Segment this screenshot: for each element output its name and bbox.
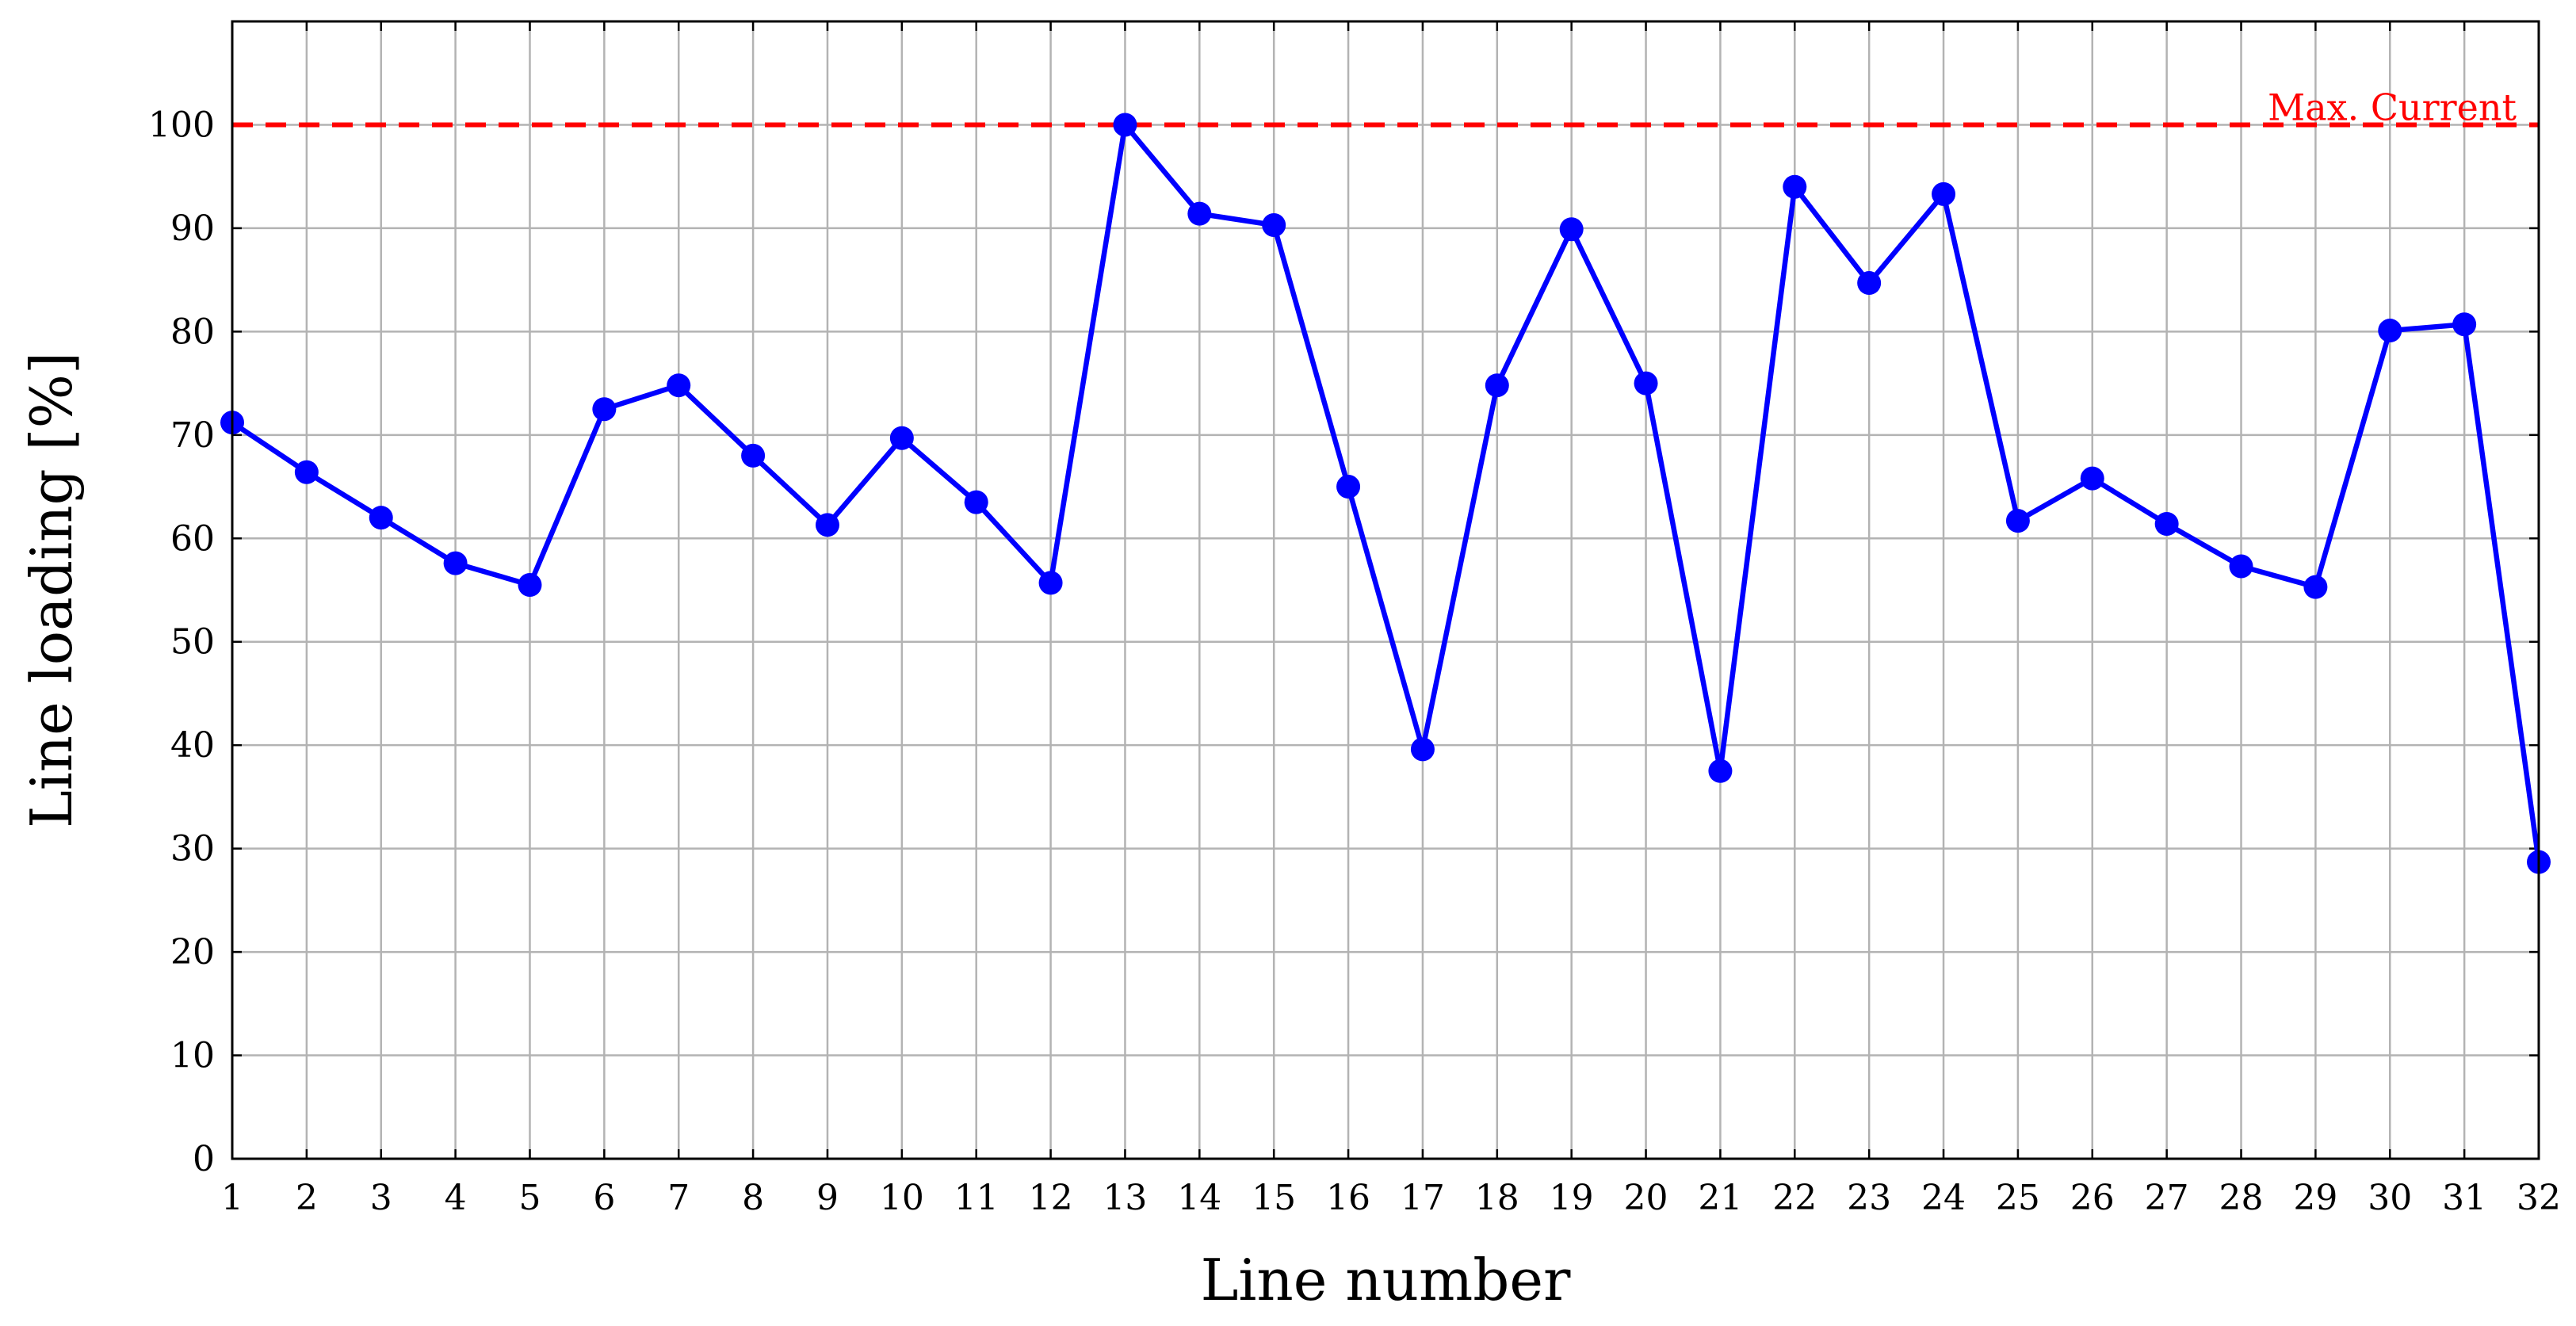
x-tick-label: 18: [1475, 1178, 1519, 1218]
x-tick-label: 14: [1177, 1178, 1221, 1218]
x-tick-label: 15: [1252, 1178, 1296, 1218]
x-tick-label: 28: [2219, 1178, 2264, 1218]
data-point: [1559, 217, 1584, 242]
x-tick-label: 31: [2442, 1178, 2486, 1218]
data-point: [2080, 466, 2104, 491]
y-tick-label: 60: [170, 518, 215, 559]
data-point: [964, 490, 988, 514]
grid-lines: [231, 21, 2540, 1160]
x-tick-label: 19: [1550, 1178, 1594, 1218]
data-point: [1783, 174, 1807, 199]
x-tick-label: 11: [954, 1178, 999, 1218]
data-point: [2154, 512, 2179, 537]
x-tick-label: 13: [1103, 1178, 1147, 1218]
data-point: [443, 551, 468, 575]
y-tick-label: 30: [170, 829, 215, 869]
data-point: [889, 426, 914, 450]
data-point: [1634, 371, 1658, 396]
data-point: [294, 460, 319, 484]
x-tick-label: 25: [1996, 1178, 2040, 1218]
x-tick-label: 4: [445, 1178, 467, 1218]
x-tick-label: 23: [1847, 1178, 1891, 1218]
x-tick-label: 20: [1624, 1178, 1668, 1218]
y-tick-label: 20: [170, 932, 215, 973]
series-layer: [220, 113, 2551, 874]
x-tick-labels: 1 2 3 4 5 6 7 8 9 10 11 12 13 14 15 16 17 18 19 20 21 22 23 24 2…: [221, 1178, 2561, 1218]
x-tick-label: 22: [1772, 1178, 1817, 1218]
data-point: [2378, 319, 2402, 343]
data-point: [2303, 575, 2328, 599]
data-point: [1262, 212, 1286, 237]
data-point: [2452, 312, 2477, 337]
y-tick-label: 40: [170, 725, 215, 766]
max-current-label: Max. Current: [2268, 86, 2517, 128]
x-tick-label: 6: [593, 1178, 615, 1218]
x-tick-label: 12: [1029, 1178, 1073, 1218]
x-tick-label: 5: [518, 1178, 541, 1218]
x-tick-label: 7: [667, 1178, 690, 1218]
x-tick-label: 8: [742, 1178, 764, 1218]
x-tick-label: 27: [2145, 1178, 2189, 1218]
data-point: [369, 506, 393, 530]
data-point: [1485, 373, 1509, 398]
x-tick-label: 9: [816, 1178, 839, 1218]
x-tick-label: 10: [880, 1178, 924, 1218]
data-point: [1336, 475, 1361, 499]
y-tick-label: 100: [148, 105, 215, 145]
x-axis-title: Line number: [1201, 1247, 1571, 1313]
series-line: [231, 122, 2542, 863]
y-tick-label: 50: [170, 622, 215, 663]
x-tick-label: 21: [1698, 1178, 1742, 1218]
data-point: [1038, 571, 1063, 595]
data-point: [1187, 201, 1212, 226]
data-point: [667, 373, 691, 398]
x-tick-label: 29: [2293, 1178, 2337, 1218]
x-tick-label: 26: [2070, 1178, 2115, 1218]
x-tick-label: 16: [1326, 1178, 1370, 1218]
plot-frame: [231, 20, 2540, 1160]
data-point: [815, 513, 839, 537]
x-tick-label: 30: [2368, 1178, 2412, 1218]
data-point: [1932, 182, 1956, 206]
data-point: [518, 572, 542, 597]
y-tick-label: 80: [170, 311, 215, 352]
x-tick-label: 24: [1921, 1178, 1966, 1218]
tick-marks: [231, 21, 2540, 1160]
data-point: [592, 397, 617, 422]
data-point: [1113, 113, 1137, 137]
y-tick-label: 90: [170, 208, 215, 249]
y-tick-label: 0: [193, 1139, 215, 1179]
y-tick-labels: 0 10 20 30 40 50 60 70 80 90 100: [148, 105, 215, 1179]
data-point: [1410, 737, 1435, 762]
y-tick-label: 10: [170, 1036, 215, 1076]
data-point: [2229, 554, 2253, 579]
x-tick-label: 2: [296, 1178, 318, 1218]
y-tick-label: 70: [170, 415, 215, 456]
data-point: [741, 443, 766, 468]
y-axis-title: Line loading [%]: [18, 352, 85, 828]
x-tick-label: 1: [221, 1178, 243, 1218]
data-point: [2005, 509, 2030, 533]
data-point: [1708, 759, 1733, 783]
data-point: [1857, 271, 1882, 296]
x-tick-label: 17: [1401, 1178, 1445, 1218]
x-tick-label: 3: [370, 1178, 392, 1218]
x-tick-label: 32: [2517, 1178, 2561, 1218]
